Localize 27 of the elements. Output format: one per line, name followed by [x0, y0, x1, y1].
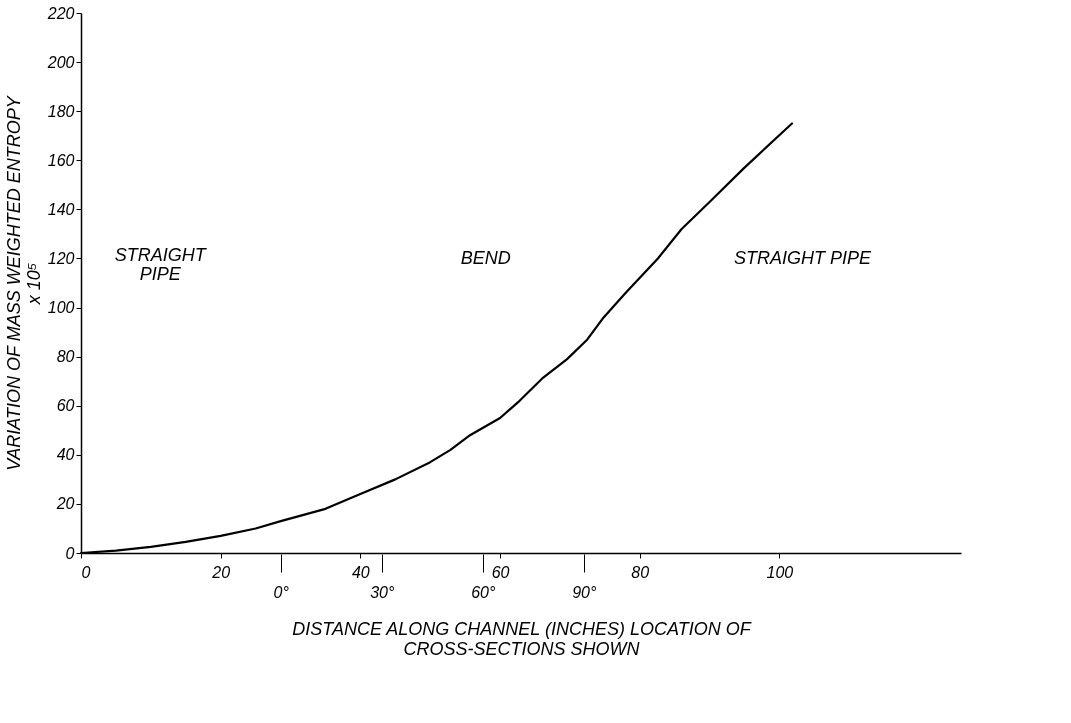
y-axis-title: VARIATION OF MASS WEIGHTED ENTROPY x 10⁵ — [3, 94, 44, 471]
y-tick-label: 200 — [46, 53, 75, 71]
annotation: BEND — [460, 247, 511, 268]
x2-tick-label: 0° — [273, 583, 290, 601]
y-tick-label: 180 — [47, 102, 75, 120]
y-tick-label: 40 — [56, 446, 75, 464]
x-axis-title: DISTANCE ALONG CHANNEL (INCHES) LOCATION OF CROSS-SECTIONS SHOWN — [292, 618, 752, 659]
y-tick-label: 80 — [56, 348, 75, 366]
annotation: STRAIGHT PIPE — [114, 244, 208, 284]
x-tick-label: 80 — [631, 563, 650, 581]
x-tick-label: 60 — [491, 563, 510, 581]
x-tick-label: 40 — [351, 563, 370, 581]
x-tick-label: 100 — [766, 563, 794, 581]
x2-tick-label: 90° — [572, 583, 597, 601]
x2-tick-label: 60° — [471, 583, 496, 601]
x2-tick-label: 30° — [370, 583, 395, 601]
x-tick-label: 0 — [81, 563, 91, 581]
y-tick-label: 140 — [47, 200, 75, 218]
annotation: STRAIGHT PIPE — [734, 247, 873, 268]
x-tick-label: 20 — [211, 563, 231, 581]
y-tick-label: 220 — [46, 4, 75, 22]
y-tick-label: 120 — [47, 249, 75, 267]
y-tick-label: 160 — [47, 151, 75, 169]
y-tick-label: 0 — [65, 544, 75, 562]
y-tick-label: 100 — [47, 299, 75, 317]
y-tick-label: 20 — [55, 495, 75, 513]
y-tick-label: 60 — [56, 397, 75, 415]
